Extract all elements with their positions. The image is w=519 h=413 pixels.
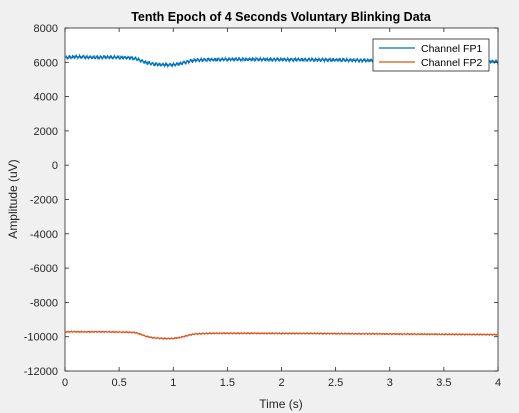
x-tick-label: 4 [495,377,501,389]
y-tick-label: -2000 [30,195,58,207]
x-tick-label: 2 [278,377,284,389]
y-tick-label: -6000 [30,263,58,275]
x-tick-label: 3 [387,377,393,389]
y-axis-label: Amplitude (uV) [6,159,20,238]
x-tick-label: 2.5 [328,377,343,389]
legend[interactable]: Channel FP1 Channel FP2 [372,38,490,72]
x-tick-label: 1.5 [220,377,235,389]
x-tick-label: 0.5 [111,377,126,389]
y-tick-label: -12000 [24,366,58,378]
y-tick-label: -8000 [30,297,58,309]
y-tick-label: 8000 [34,23,58,35]
chart-title: Tenth Epoch of 4 Seconds Voluntary Blink… [131,10,432,24]
legend-label-fp2: Channel FP2 [421,57,482,69]
y-tick-label: 2000 [34,126,58,138]
x-tick-label: 0 [62,377,68,389]
y-tick-label: 0 [52,160,58,172]
legend-label-fp1: Channel FP1 [421,43,482,55]
x-axis: 0 0.5 1 1.5 2 2.5 3 3.5 4 [62,28,501,389]
y-tick-label: 6000 [34,57,58,69]
series-line-fp2 [64,330,499,341]
x-tick-label: 3.5 [436,377,451,389]
y-tick-label: 4000 [34,92,58,104]
x-axis-label: Time (s) [259,397,303,411]
plot-area[interactable] [64,27,499,372]
y-tick-label: -4000 [30,229,58,241]
x-tick-label: 1 [170,377,176,389]
y-tick-label: -10000 [24,332,58,344]
y-axis: -12000 -10000 -8000 -6000 -4000 -2000 0 2000 400… [24,23,498,378]
legend-box [372,38,490,72]
